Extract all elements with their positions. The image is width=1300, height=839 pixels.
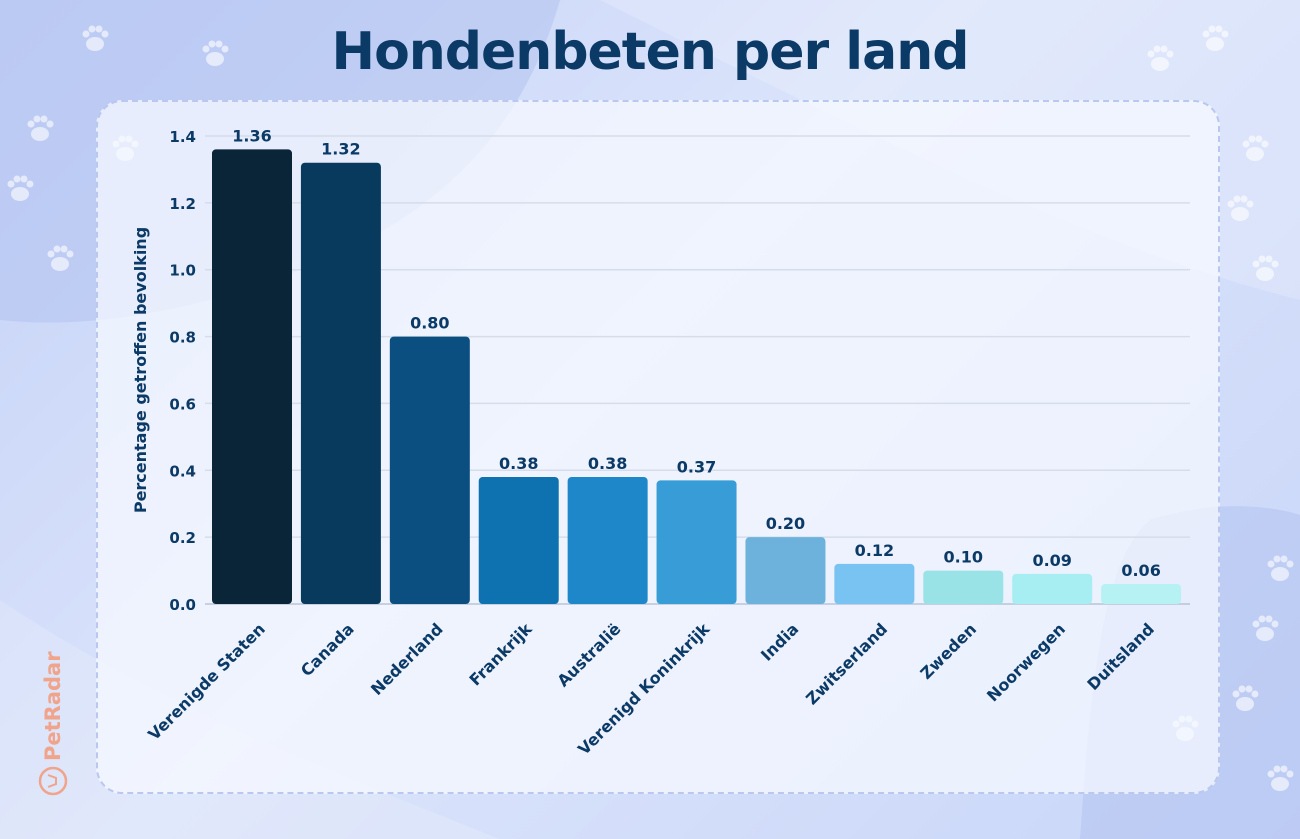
bar — [656, 480, 737, 604]
bar — [389, 336, 470, 604]
paw-icon — [1147, 45, 1174, 71]
x-tick-label: Nederland — [367, 619, 447, 699]
dog-head-icon — [38, 766, 68, 796]
bar-value-labels: 1.36 1.32 0.80 0.38 0.38 0.37 0.20 0.12 0.10 0.09… — [232, 126, 1161, 580]
bar-value-label: 0.06 — [1121, 561, 1160, 580]
bar-value-label: 0.80 — [410, 314, 449, 333]
paw-icon — [1267, 765, 1294, 791]
y-tick-label: 0.8 — [169, 329, 196, 347]
y-tick-label: 0.4 — [169, 462, 196, 480]
paw-icon — [82, 25, 109, 51]
y-tick-label: 1.2 — [169, 195, 196, 213]
y-tick-label: 0.6 — [169, 395, 196, 413]
bar-value-label: 1.32 — [321, 140, 360, 159]
x-tick-label: Australië — [553, 619, 624, 690]
bar-value-label: 0.10 — [944, 548, 983, 567]
paw-icon — [1242, 135, 1269, 161]
bar — [567, 476, 648, 604]
x-tick-label: Frankrijk — [465, 619, 535, 689]
bar — [923, 570, 1004, 604]
category-labels: Verenigde Staten Canada Nederland Frankrijk… — [144, 619, 1158, 759]
bar — [745, 537, 826, 604]
bar — [300, 162, 381, 604]
y-tick-label: 1.4 — [169, 128, 196, 146]
paw-icon — [1227, 195, 1254, 221]
bars — [212, 149, 1182, 604]
paw-icon — [1252, 615, 1279, 641]
paw-icon — [1267, 555, 1294, 581]
bar-value-label: 0.20 — [766, 514, 805, 533]
x-tick-label: India — [757, 619, 802, 664]
x-tick-label: Duitsland — [1083, 619, 1158, 694]
paw-icon — [1232, 685, 1259, 711]
bar-value-label: 0.12 — [855, 541, 894, 560]
bar — [212, 149, 292, 604]
brand-name: PetRadar — [41, 651, 65, 761]
y-axis-ticks: 0.0 0.2 0.4 0.6 0.8 1.0 1.2 1.4 — [169, 128, 196, 614]
bar — [1101, 583, 1182, 604]
paw-icon — [7, 175, 34, 201]
x-tick-label: Zweden — [917, 619, 981, 683]
brand-logo: PetRadar — [38, 651, 68, 796]
paw-icon — [27, 115, 54, 141]
bar — [478, 476, 559, 604]
bar — [1012, 573, 1093, 604]
bar-value-label: 0.38 — [588, 454, 627, 473]
y-tick-label: 0.2 — [169, 529, 196, 547]
paw-icon — [1252, 255, 1279, 281]
x-tick-label: Zwitserland — [802, 619, 891, 708]
y-tick-label: 0.0 — [169, 596, 196, 614]
paw-icon — [1202, 25, 1229, 51]
x-tick-label: Noorwegen — [983, 619, 1069, 705]
paw-icon — [202, 40, 229, 66]
y-axis-label: Percentage getroffen bevolking — [131, 227, 150, 513]
x-tick-label: Verenigde Staten — [144, 619, 269, 744]
bar-value-label: 0.09 — [1032, 551, 1071, 570]
chart-title: Hondenbeten per land — [331, 22, 970, 82]
bar-value-label: 0.37 — [677, 457, 716, 476]
paw-icon — [47, 245, 74, 271]
bar-value-label: 0.38 — [499, 454, 538, 473]
y-tick-label: 1.0 — [169, 262, 196, 280]
x-tick-label: Canada — [297, 619, 358, 680]
bar — [834, 563, 915, 604]
bar-value-label: 1.36 — [232, 126, 271, 145]
